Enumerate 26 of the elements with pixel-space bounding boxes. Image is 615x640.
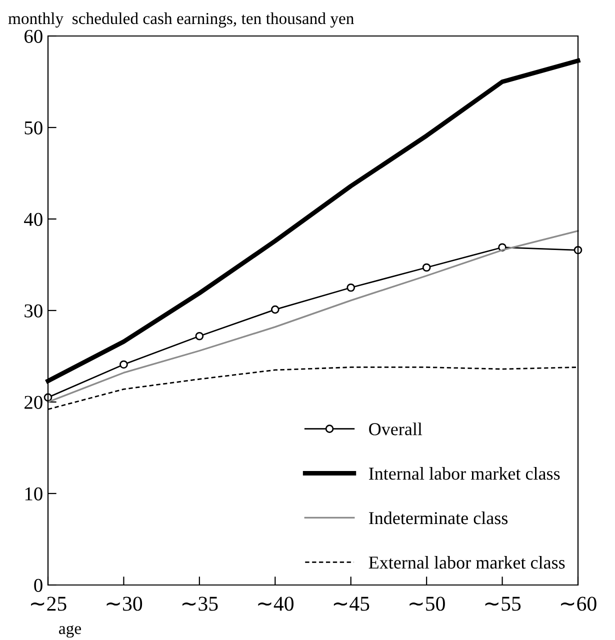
- x-tick-label: ∼30: [106, 596, 142, 611]
- y-axis-title: monthly scheduled cash earnings, ten thousand yen: [8, 12, 354, 28]
- x-tick-label: ∼40: [258, 596, 294, 611]
- x-tick-label: ∼45: [334, 596, 370, 611]
- y-tick-label: 0: [34, 578, 42, 592]
- x-axis-title: age: [59, 625, 81, 638]
- x-tick-label: ∼50: [410, 596, 445, 611]
- y-tick-label: 10: [25, 487, 42, 500]
- y-tick-label: 60: [24, 30, 42, 43]
- x-tick-label: ∼25: [31, 596, 66, 611]
- x-tick-label: ∼35: [182, 596, 218, 611]
- x-tick-label: ∼55: [485, 596, 521, 611]
- point: [120, 360, 128, 369]
- y-tick-label: 50: [24, 121, 42, 134]
- point: [346, 283, 356, 292]
- x-tick-label: ∼60: [561, 596, 596, 611]
- legend-label: External labor market class: [368, 556, 565, 569]
- legend-label: Overall: [369, 422, 422, 436]
- legend-label: Internal labor market class: [368, 467, 560, 480]
- point: [422, 263, 431, 272]
- legend-label: Indeterminate class: [368, 512, 508, 524]
- point: [195, 332, 204, 340]
- point: [270, 305, 280, 314]
- y-tick-label: 20: [24, 396, 42, 409]
- y-tick-label: 40: [24, 212, 42, 226]
- y-tick-label: 30: [24, 304, 42, 318]
